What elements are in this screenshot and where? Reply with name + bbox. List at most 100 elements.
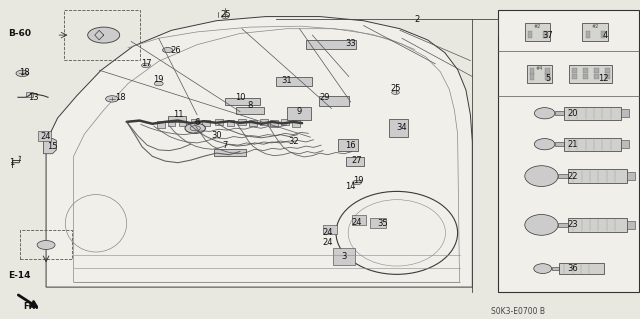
Bar xyxy=(20,230,72,259)
Text: 36: 36 xyxy=(568,264,578,273)
Text: 37: 37 xyxy=(543,31,553,40)
Text: B-60: B-60 xyxy=(8,29,31,38)
Circle shape xyxy=(37,241,55,249)
Bar xyxy=(583,74,588,79)
Text: 17: 17 xyxy=(141,59,151,68)
Bar xyxy=(276,77,312,86)
Bar xyxy=(179,120,186,126)
Bar xyxy=(555,142,564,146)
Text: 15: 15 xyxy=(47,142,58,151)
Bar xyxy=(168,116,186,122)
Bar xyxy=(323,225,337,234)
Text: 26: 26 xyxy=(171,46,181,55)
Text: 13: 13 xyxy=(28,93,38,102)
Text: 3: 3 xyxy=(342,252,347,261)
Bar xyxy=(26,92,33,97)
Text: 20: 20 xyxy=(568,109,578,118)
Text: 24: 24 xyxy=(41,132,51,141)
Circle shape xyxy=(185,123,205,133)
Text: 33: 33 xyxy=(346,39,356,48)
Bar xyxy=(191,119,199,125)
Bar xyxy=(528,31,532,38)
Polygon shape xyxy=(44,138,56,154)
Bar xyxy=(530,68,534,74)
Text: 6: 6 xyxy=(195,118,200,127)
Text: 10: 10 xyxy=(235,93,245,102)
Text: 12: 12 xyxy=(598,74,608,83)
Bar xyxy=(352,215,366,225)
Text: 24: 24 xyxy=(323,238,333,247)
Text: 14: 14 xyxy=(346,182,356,191)
Bar xyxy=(292,120,300,127)
Bar xyxy=(498,10,639,292)
Bar xyxy=(595,68,599,73)
Circle shape xyxy=(16,70,29,77)
Bar xyxy=(605,68,610,73)
Text: 24: 24 xyxy=(352,218,362,227)
Circle shape xyxy=(353,180,362,185)
Bar xyxy=(582,23,608,41)
Text: 25: 25 xyxy=(220,10,230,19)
Bar xyxy=(543,31,548,38)
Text: 16: 16 xyxy=(346,141,356,150)
Bar xyxy=(168,120,175,126)
Circle shape xyxy=(88,27,120,43)
Text: 11: 11 xyxy=(173,110,183,119)
Text: 7: 7 xyxy=(223,141,228,150)
Text: 32: 32 xyxy=(288,137,298,146)
Bar xyxy=(227,120,234,126)
Text: 19: 19 xyxy=(154,75,164,84)
Bar xyxy=(346,157,364,166)
Text: 34: 34 xyxy=(397,123,407,132)
Bar xyxy=(595,74,599,79)
Bar xyxy=(586,31,590,38)
Bar xyxy=(236,107,264,114)
Bar xyxy=(287,107,311,120)
Bar xyxy=(621,140,629,148)
Bar xyxy=(621,109,629,117)
Bar xyxy=(558,223,568,227)
Text: 23: 23 xyxy=(568,220,578,229)
Bar xyxy=(270,120,278,127)
Bar xyxy=(627,172,635,180)
Bar xyxy=(545,73,550,79)
Circle shape xyxy=(392,91,399,94)
Bar xyxy=(564,138,621,151)
Bar xyxy=(370,218,386,228)
Bar xyxy=(338,139,358,151)
Text: 21: 21 xyxy=(568,140,578,149)
Text: #2: #2 xyxy=(534,24,541,29)
Ellipse shape xyxy=(525,166,558,186)
Circle shape xyxy=(221,15,229,19)
Bar xyxy=(559,263,604,274)
Bar xyxy=(389,119,408,137)
Bar xyxy=(569,65,612,83)
Text: 4: 4 xyxy=(603,31,608,40)
Text: #4: #4 xyxy=(536,66,543,71)
Bar xyxy=(260,119,268,125)
Text: 9: 9 xyxy=(297,107,302,116)
Bar xyxy=(601,31,605,38)
Bar xyxy=(583,68,588,73)
Bar xyxy=(525,23,550,41)
Text: S0K3-E0700 B: S0K3-E0700 B xyxy=(492,307,545,315)
Text: 22: 22 xyxy=(568,172,578,181)
Ellipse shape xyxy=(534,264,552,273)
Text: 31: 31 xyxy=(282,76,292,85)
Circle shape xyxy=(106,96,118,102)
Text: 30: 30 xyxy=(211,131,221,140)
Bar xyxy=(545,68,550,74)
Circle shape xyxy=(141,63,150,68)
Bar xyxy=(319,96,349,106)
Bar xyxy=(530,73,534,79)
Bar xyxy=(527,65,552,83)
Bar xyxy=(38,131,51,141)
Text: 18: 18 xyxy=(19,68,29,77)
Text: 27: 27 xyxy=(352,156,362,165)
Text: 29: 29 xyxy=(320,93,330,102)
Polygon shape xyxy=(46,17,472,287)
Bar xyxy=(558,174,568,178)
Ellipse shape xyxy=(534,108,555,119)
Text: 35: 35 xyxy=(378,219,388,228)
Bar xyxy=(627,221,635,229)
